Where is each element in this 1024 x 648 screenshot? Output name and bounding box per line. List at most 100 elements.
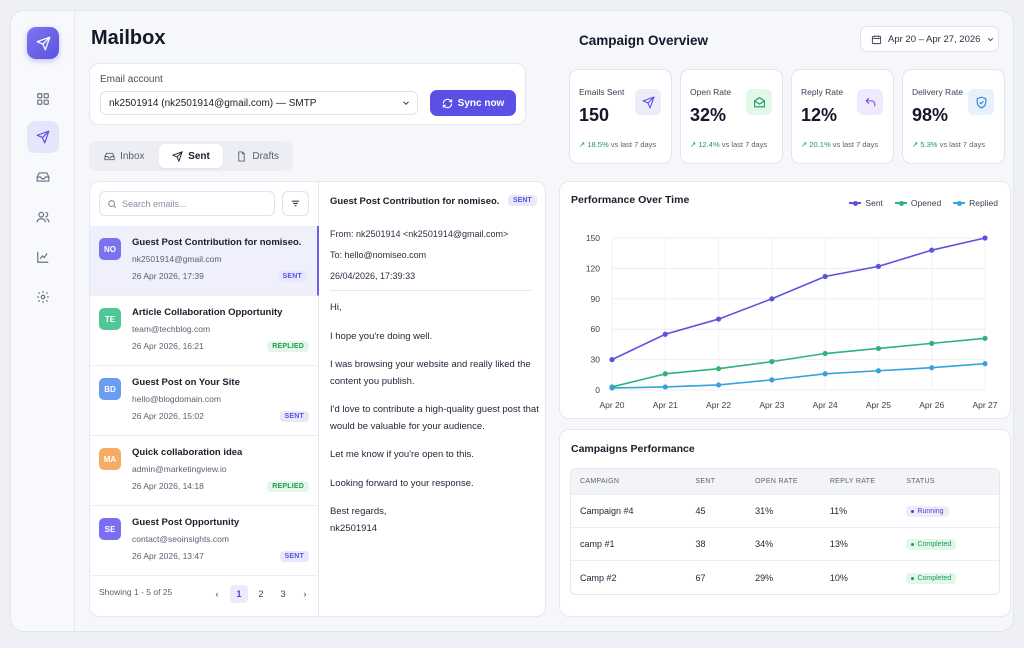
sidebar-item-inbox[interactable]	[27, 161, 59, 193]
email-account-card: Email account nk2501914 (nk2501914@gmail…	[89, 63, 526, 125]
data-point	[662, 384, 668, 390]
data-point	[822, 350, 828, 357]
inbox-icon	[36, 172, 50, 182]
legend-item[interactable]: Sent	[849, 198, 883, 208]
data-point	[769, 296, 775, 302]
date-range-picker[interactable]: Apr 20 – Apr 27, 2026	[860, 26, 999, 52]
series-line-replied	[611, 362, 986, 389]
file-icon	[238, 150, 246, 162]
users-icon	[36, 211, 50, 223]
stat-trend-suffix: vs last 7 days	[721, 140, 768, 149]
table-row[interactable]: Campaign #4 45 31% 11% Running	[571, 495, 999, 528]
status-badge: SENT	[277, 271, 307, 282]
sidebar-item-analytics[interactable]	[27, 241, 59, 273]
page-3-button[interactable]: 3	[280, 589, 286, 599]
chevron-down-icon	[988, 37, 994, 41]
stat-trend-suffix: vs last 7 days	[939, 140, 985, 149]
data-point	[715, 366, 722, 372]
paper-plane-icon	[36, 36, 50, 50]
filter-icon	[291, 200, 300, 207]
body-paragraph: Best regards, nk2501914	[330, 506, 387, 534]
app-logo[interactable]	[27, 27, 59, 59]
campaign-overview-title: Campaign Overview	[579, 33, 709, 48]
mail-open-icon	[753, 96, 765, 107]
next-page-button[interactable]: ›	[303, 589, 307, 599]
data-point	[982, 361, 988, 367]
body-paragraph: I hope you're doing well.	[330, 330, 433, 342]
date-range-value: Apr 20 – Apr 27, 2026	[888, 33, 981, 45]
status-badge: SENT	[279, 551, 309, 562]
mail-subject: Quick collaboration idea	[132, 447, 243, 458]
data-point	[662, 371, 668, 377]
inbox-icon	[104, 152, 115, 160]
tab-sent[interactable]: Sent	[158, 144, 224, 168]
sidebar-item-dashboard[interactable]	[27, 83, 59, 115]
data-point	[662, 331, 668, 337]
body-paragraph: I was browsing your website and really l…	[330, 359, 531, 387]
stat-trend: ↗ 20.1% vs last 7 days	[801, 140, 878, 149]
prev-page-button[interactable]: ‹	[215, 589, 219, 599]
mail-sender: team@techblog.com	[132, 324, 211, 334]
stat-trend-value: ↗ 12.4%	[690, 140, 720, 149]
stat-value: 12%	[801, 105, 838, 125]
gear-icon	[37, 291, 49, 303]
chart-title: Performance Over Time	[571, 194, 690, 206]
status-text: Completed	[917, 541, 952, 548]
stat-card: Delivery Rate 98% ↗ 5.3% vs last 7 days	[902, 69, 1005, 164]
line-chart: 0 30 60 90 120 150 Apr 20 Apr 21 Apr 22 Apr 23 Apr…	[586, 233, 998, 410]
status-badge: Running	[906, 506, 949, 517]
mail-list-item[interactable]: TE Article Collaboration Opportunity team@…	[90, 296, 319, 366]
table-row[interactable]: camp #1 38 34% 13% Completed	[571, 528, 999, 561]
stat-trend: ↗ 12.4% vs last 7 days	[690, 140, 767, 149]
legend-label: Opened	[910, 198, 942, 208]
mail-list-item[interactable]: NO Guest Post Contribution for nomiseo. nk…	[90, 226, 319, 296]
mail-list-item[interactable]: SE Guest Post Opportunity contact@seoinsig…	[90, 506, 319, 576]
mail-reader: Guest Post Contribution for nomiseo. SEN…	[320, 182, 545, 616]
status-badge: Completed	[906, 572, 957, 584]
mail-list-item[interactable]: MA Quick collaboration idea admin@marketin…	[90, 436, 319, 506]
sidebar-item-settings[interactable]	[27, 281, 59, 313]
search-input[interactable]: Search emails...	[99, 191, 275, 216]
legend-item[interactable]: Replied	[953, 198, 998, 208]
table-header-row: CAMPAIGN SENT OPEN RATE REPLY RATE STATU…	[571, 469, 999, 495]
mail-subject: Guest Post on Your Site	[132, 377, 240, 388]
y-tick-label: 90	[591, 294, 601, 304]
sidebar-item-contacts[interactable]	[27, 201, 59, 233]
stat-label: Reply Rate	[801, 87, 844, 97]
page-2-button[interactable]: 2	[258, 589, 264, 599]
stat-icon-box	[746, 89, 772, 115]
send-icon	[36, 130, 50, 144]
y-tick-label: 30	[591, 355, 601, 365]
y-tick-label: 150	[586, 233, 600, 243]
column-header: OPEN RATE	[755, 478, 798, 485]
mail-tabs: Inbox Sent Drafts	[89, 141, 293, 171]
filter-button[interactable]	[282, 191, 309, 216]
campaign-name: Camp #2	[580, 572, 617, 583]
email-account-select[interactable]: nk2501914 (nk2501914@gmail.com) — SMTP	[100, 91, 418, 115]
data-point	[769, 359, 775, 365]
mail-sender: admin@marketingview.io	[132, 464, 227, 474]
stat-value: 98%	[912, 105, 949, 125]
x-tick-label: Apr 20	[599, 400, 624, 410]
body-paragraph: Hi,	[330, 302, 342, 313]
mail-list-item[interactable]: BD Guest Post on Your Site hello@blogdomai…	[90, 366, 319, 436]
reader-divider	[330, 290, 532, 291]
data-point	[929, 340, 935, 346]
sidebar-item-campaigns[interactable]	[27, 121, 59, 153]
stat-icon-box	[857, 89, 883, 115]
sync-now-label: Sync now	[457, 97, 505, 109]
data-point	[982, 235, 988, 241]
mail-date: 26 Apr 2026, 16:21	[132, 341, 204, 351]
campaigns-table-title: Campaigns Performance	[571, 443, 695, 455]
data-point	[769, 377, 775, 383]
page-1-button[interactable]: 1	[230, 585, 248, 603]
table-row[interactable]: Camp #2 67 29% 10% Completed	[571, 561, 999, 594]
tab-sent-label: Sent	[188, 150, 210, 162]
legend-item[interactable]: Opened	[894, 198, 942, 208]
y-tick-label: 0	[595, 385, 600, 395]
sync-now-button[interactable]: Sync now	[430, 90, 516, 116]
tab-drafts[interactable]: Drafts	[225, 144, 290, 168]
email-account-value: nk2501914 (nk2501914@gmail.com) — SMTP	[109, 98, 317, 109]
campaign-sent: 38	[695, 539, 706, 549]
tab-inbox[interactable]: Inbox	[92, 144, 157, 168]
